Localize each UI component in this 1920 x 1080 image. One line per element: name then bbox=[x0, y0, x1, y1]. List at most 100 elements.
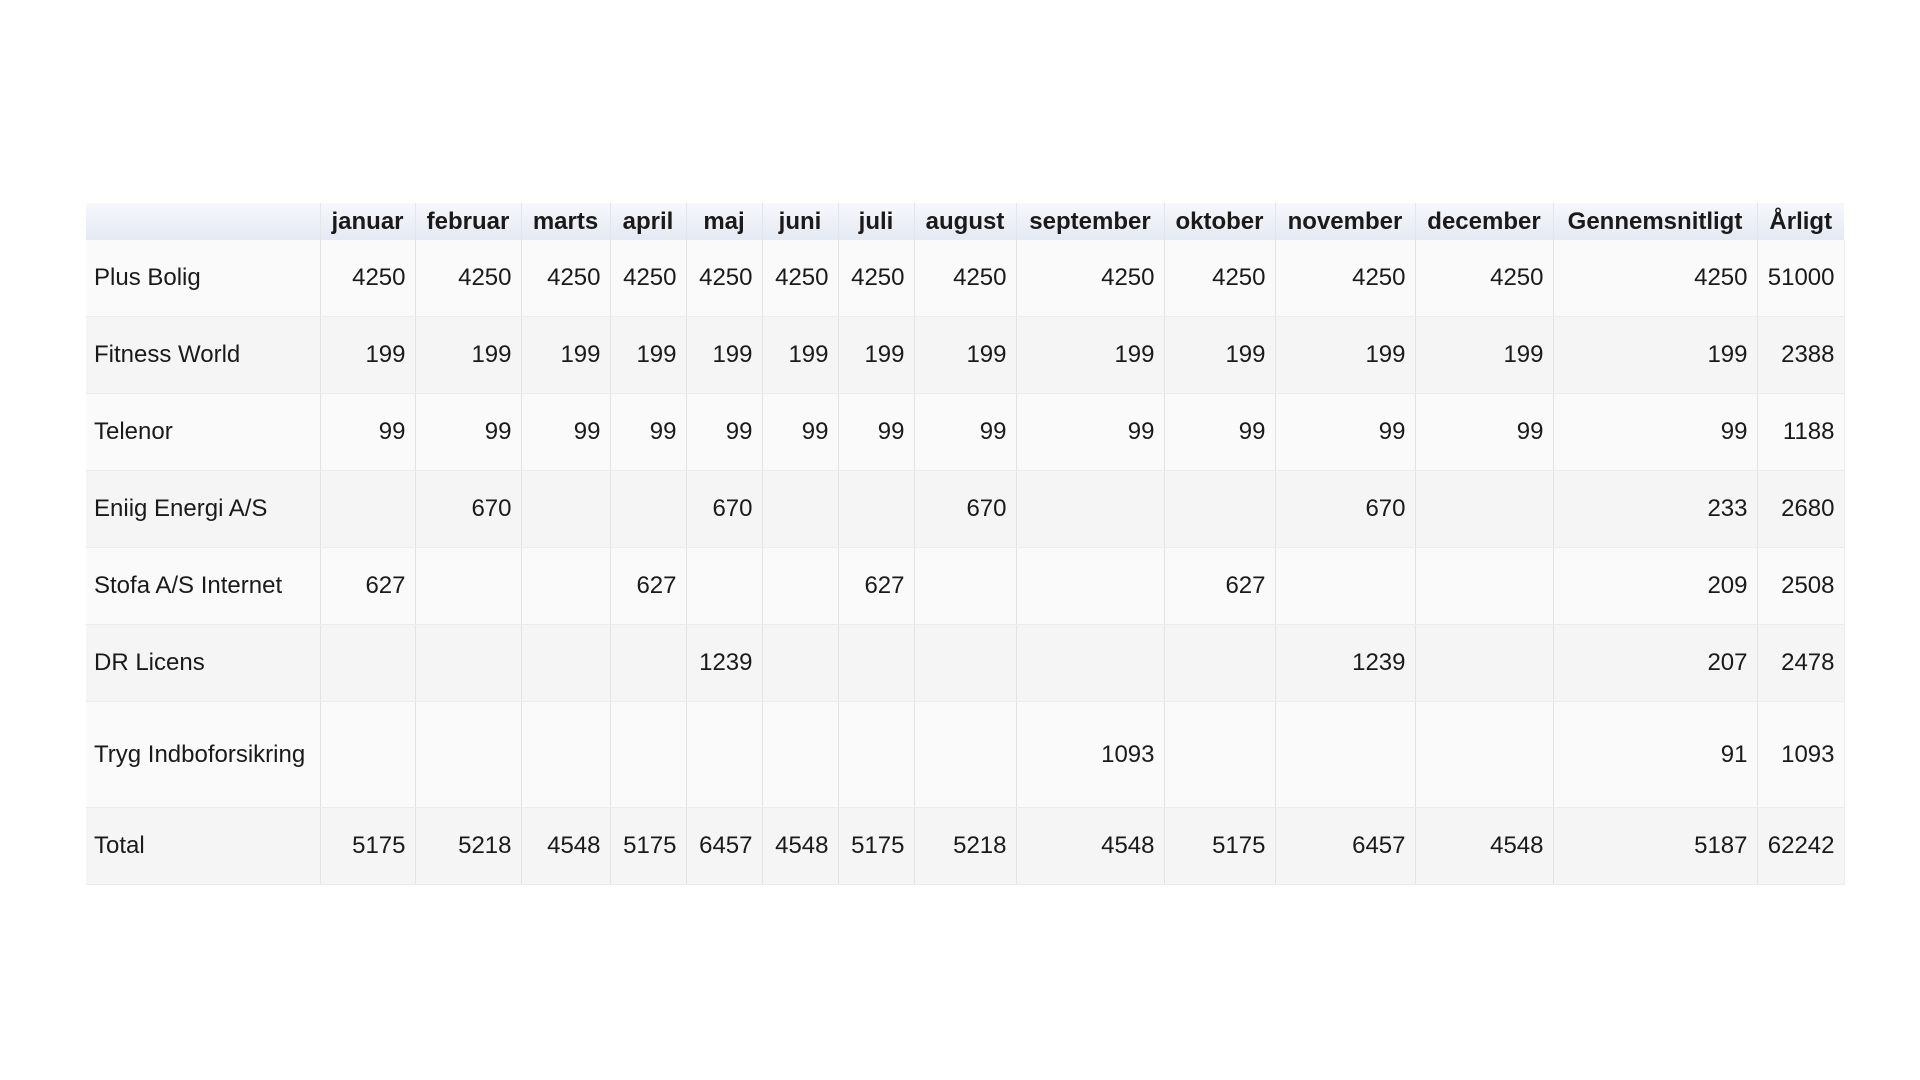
table-cell bbox=[1415, 624, 1554, 702]
row-label: Telenor bbox=[86, 393, 321, 471]
table-cell: 4548 bbox=[521, 807, 611, 885]
table-cell: 199 bbox=[320, 316, 416, 394]
table-cell: 4548 bbox=[762, 807, 839, 885]
table-cell bbox=[762, 701, 839, 808]
table-cell bbox=[1164, 624, 1276, 702]
table-cell: 62242 bbox=[1757, 807, 1845, 885]
table-cell bbox=[320, 624, 416, 702]
table-cell: 4548 bbox=[1415, 807, 1554, 885]
table-cell: 5175 bbox=[1164, 807, 1276, 885]
table-cell: 2508 bbox=[1757, 547, 1845, 625]
table-cell: 199 bbox=[1415, 316, 1554, 394]
table-cell: 2680 bbox=[1757, 470, 1845, 548]
table-cell bbox=[914, 701, 1017, 808]
header-cell-april: april bbox=[610, 203, 687, 240]
table-cell: 199 bbox=[1016, 316, 1165, 394]
header-cell-gennemsnitligt: Gennemsnitligt bbox=[1553, 203, 1758, 240]
table-cell: 670 bbox=[415, 470, 522, 548]
table-cell bbox=[1415, 470, 1554, 548]
table-cell: 670 bbox=[1275, 470, 1416, 548]
table-cell: 199 bbox=[686, 316, 763, 394]
table-cell: 99 bbox=[1553, 393, 1758, 471]
table-cell: 627 bbox=[1164, 547, 1276, 625]
table-cell: 199 bbox=[521, 316, 611, 394]
table-cell: 99 bbox=[320, 393, 416, 471]
table-cell: 99 bbox=[1415, 393, 1554, 471]
table-cell: 670 bbox=[914, 470, 1017, 548]
table-cell bbox=[521, 470, 611, 548]
table-cell: 4250 bbox=[320, 240, 416, 317]
table-cell bbox=[521, 547, 611, 625]
table-cell: 5187 bbox=[1553, 807, 1758, 885]
header-cell-august: august bbox=[914, 203, 1017, 240]
table-cell: 91 bbox=[1553, 701, 1758, 808]
table-cell bbox=[521, 624, 611, 702]
table-cell bbox=[1415, 547, 1554, 625]
table-cell bbox=[320, 701, 416, 808]
table-cell: 99 bbox=[686, 393, 763, 471]
table-cell: 199 bbox=[914, 316, 1017, 394]
table-row: Eniig Energi A/S 670 670 670 670 233 2680 bbox=[86, 470, 1845, 548]
table-cell bbox=[1016, 470, 1165, 548]
table-cell: 1093 bbox=[1757, 701, 1845, 808]
header-cell-juli: juli bbox=[838, 203, 915, 240]
table-cell: 627 bbox=[838, 547, 915, 625]
table-cell: 5175 bbox=[610, 807, 687, 885]
header-cell-november: november bbox=[1275, 203, 1416, 240]
table-cell: 207 bbox=[1553, 624, 1758, 702]
budget-table: januar februar marts april maj juni juli… bbox=[86, 203, 1845, 885]
table-cell: 6457 bbox=[1275, 807, 1416, 885]
table-row: Tryg Indboforsikring 1093 91 1093 bbox=[86, 701, 1845, 808]
table-cell bbox=[838, 701, 915, 808]
table-body: Plus Bolig 4250 4250 4250 4250 4250 4250 4250 42… bbox=[86, 240, 1845, 885]
table-cell: 51000 bbox=[1757, 240, 1845, 317]
table-cell bbox=[838, 624, 915, 702]
table-row: Telenor 99 99 99 99 99 99 99 99 99 99 99 99 99 1188 bbox=[86, 393, 1845, 471]
table-cell: 4250 bbox=[610, 240, 687, 317]
table-row: Plus Bolig 4250 4250 4250 4250 4250 4250 4250 42… bbox=[86, 240, 1845, 317]
header-cell-label bbox=[86, 203, 321, 240]
table-row: Fitness World 199 199 199 199 199 199 199 199 199… bbox=[86, 316, 1845, 394]
table-cell bbox=[1164, 470, 1276, 548]
row-label: Eniig Energi A/S bbox=[86, 470, 321, 548]
table-cell: 99 bbox=[1275, 393, 1416, 471]
table-cell: 4250 bbox=[521, 240, 611, 317]
table-cell: 670 bbox=[686, 470, 763, 548]
table-cell: 99 bbox=[914, 393, 1017, 471]
table-cell bbox=[1016, 624, 1165, 702]
table-cell: 4250 bbox=[1553, 240, 1758, 317]
table-cell bbox=[762, 624, 839, 702]
table-row: Total 5175 5218 4548 5175 6457 4548 5175 5218 454… bbox=[86, 807, 1845, 885]
table-cell bbox=[610, 701, 687, 808]
table-cell: 1239 bbox=[686, 624, 763, 702]
row-label: Plus Bolig bbox=[86, 240, 321, 317]
header-cell-september: september bbox=[1016, 203, 1165, 240]
table-cell: 199 bbox=[1164, 316, 1276, 394]
table-cell: 4250 bbox=[1275, 240, 1416, 317]
table-cell bbox=[320, 470, 416, 548]
table-cell bbox=[610, 470, 687, 548]
header-cell-marts: marts bbox=[521, 203, 611, 240]
table-row: DR Licens 1239 1239 207 2478 bbox=[86, 624, 1845, 702]
table-cell: 99 bbox=[610, 393, 687, 471]
table-cell: 4250 bbox=[914, 240, 1017, 317]
table-cell: 99 bbox=[415, 393, 522, 471]
table-cell: 99 bbox=[838, 393, 915, 471]
header-cell-aarligt: Årligt bbox=[1757, 203, 1844, 240]
table-cell bbox=[415, 624, 522, 702]
table-cell: 199 bbox=[610, 316, 687, 394]
header-cell-juni: juni bbox=[762, 203, 839, 240]
table-cell: 4250 bbox=[1415, 240, 1554, 317]
table-cell: 627 bbox=[320, 547, 416, 625]
table-cell: 4250 bbox=[838, 240, 915, 317]
header-cell-december: december bbox=[1415, 203, 1554, 240]
table-cell: 6457 bbox=[686, 807, 763, 885]
header-cell-februar: februar bbox=[415, 203, 522, 240]
header-cell-oktober: oktober bbox=[1164, 203, 1276, 240]
header-cell-maj: maj bbox=[686, 203, 763, 240]
table-cell: 5175 bbox=[320, 807, 416, 885]
row-label: DR Licens bbox=[86, 624, 321, 702]
row-label: Tryg Indboforsikring bbox=[86, 701, 321, 808]
table-cell bbox=[521, 701, 611, 808]
table-cell: 4250 bbox=[686, 240, 763, 317]
